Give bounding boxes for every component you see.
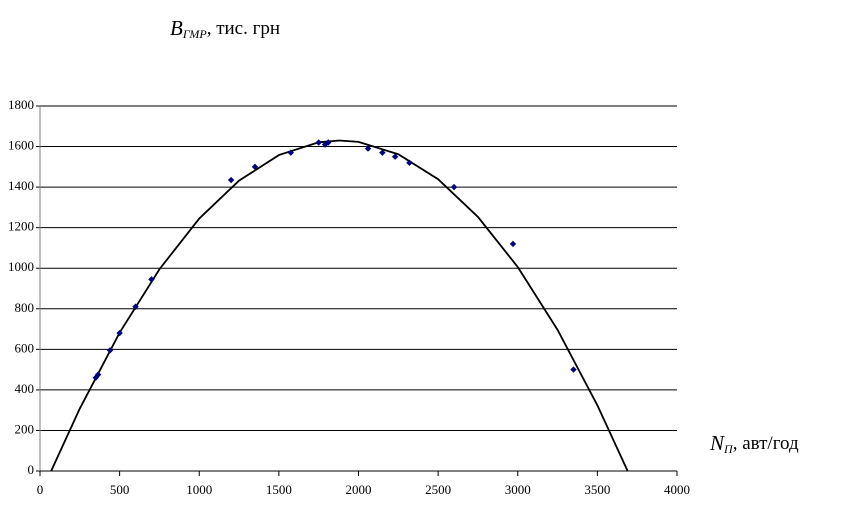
y-tick-label: 1000 bbox=[8, 259, 34, 274]
y-tick-label: 600 bbox=[15, 340, 35, 355]
y-tick-label: 400 bbox=[15, 381, 35, 396]
y-tick-label: 800 bbox=[15, 300, 35, 315]
point bbox=[450, 183, 458, 191]
trend-line bbox=[50, 139, 629, 472]
y-tick-label: 1400 bbox=[8, 178, 34, 193]
point bbox=[287, 149, 295, 156]
point bbox=[315, 139, 322, 146]
y-tick-label: 0 bbox=[28, 462, 35, 477]
x-tick-label: 1000 bbox=[186, 482, 212, 497]
point bbox=[116, 329, 123, 337]
y-tick-label: 1600 bbox=[8, 138, 34, 153]
point bbox=[148, 276, 155, 283]
point bbox=[251, 163, 259, 171]
x-tick-label: 4000 bbox=[664, 482, 690, 497]
x-tick-label: 500 bbox=[110, 482, 130, 497]
y-axis-label: BГМР, тис. грн bbox=[170, 16, 280, 41]
x-tick-label: 2000 bbox=[346, 482, 372, 497]
x-tick-label: 3500 bbox=[584, 482, 610, 497]
point bbox=[509, 240, 517, 248]
point bbox=[391, 153, 399, 160]
point bbox=[364, 145, 372, 152]
point bbox=[132, 303, 139, 310]
y-tick-label: 200 bbox=[15, 421, 35, 436]
point bbox=[106, 347, 114, 354]
x-tick-label: 1500 bbox=[266, 482, 292, 497]
point bbox=[379, 149, 386, 156]
x-tick-label: 0 bbox=[37, 482, 44, 497]
point bbox=[94, 371, 102, 378]
y-tick-label: 1200 bbox=[8, 219, 34, 234]
point bbox=[406, 159, 413, 166]
x-tick-label: 3000 bbox=[505, 482, 531, 497]
point bbox=[570, 366, 577, 373]
x-tick-label: 2500 bbox=[425, 482, 451, 497]
point bbox=[227, 176, 235, 184]
y-tick-label: 1800 bbox=[8, 97, 34, 112]
point bbox=[325, 139, 332, 146]
x-axis-label: NП, авт/год bbox=[709, 431, 799, 456]
